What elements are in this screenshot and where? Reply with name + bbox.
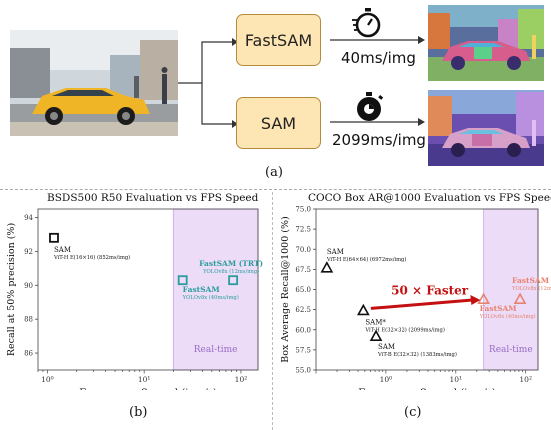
sam-box: SAM <box>236 97 321 149</box>
y-tick-label: 62.5 <box>295 306 311 314</box>
data-point-name: SAM <box>327 248 344 256</box>
data-point-name: SAM* <box>365 318 386 326</box>
y-tick-label: 75.0 <box>295 206 311 214</box>
x-tick-label: 10⁰ <box>41 375 54 384</box>
data-point-marker <box>228 275 239 286</box>
data-point-name: FastSAM (TRT) <box>512 276 551 285</box>
y-axis-label: Recall at 50% precision (%) <box>6 223 17 356</box>
y-tick-label: 72.5 <box>295 226 311 234</box>
y-tick-label: 57.5 <box>295 346 311 354</box>
data-point-detail: YOLOv8x (40ms/img) <box>479 313 536 320</box>
x-axis-label: Frames per Second (img/s) <box>358 388 496 390</box>
caption-a: (a) <box>265 165 283 180</box>
data-point-marker <box>513 292 527 304</box>
data-point-detail: ViT-H E(64×64) (6972ms/img) <box>326 256 407 263</box>
y-tick-label: 67.5 <box>295 266 311 274</box>
faster-arrow-head <box>470 294 481 305</box>
caption-b: (b) <box>129 405 148 420</box>
faster-arrow-shaft <box>370 298 473 310</box>
data-point-detail: ViT-H E(16×16) (852ms/img) <box>53 254 130 261</box>
sam-label: SAM <box>260 113 297 133</box>
fastsam-label: FastSAM <box>244 30 313 50</box>
y-tick-label: 60.0 <box>295 326 311 334</box>
x-tick-label: 10¹ <box>450 375 463 384</box>
data-point-name: FastSAM <box>480 304 517 313</box>
data-point-marker <box>177 275 188 286</box>
x-tick-label: 10² <box>519 375 532 384</box>
sam-speed: 2099ms/img <box>332 131 426 149</box>
x-tick-label: 10² <box>235 375 248 384</box>
data-point-marker <box>357 303 370 316</box>
y-axis-label: Box Average Recall@1000 (%) <box>280 216 291 362</box>
chart-b: Real-time 86 88 90 92 94 10⁰ 10¹ 10² Frames per S… <box>6 208 263 390</box>
data-point-name: SAM <box>54 246 71 254</box>
fast-stopwatch-icon <box>352 8 381 38</box>
realtime-band <box>172 208 259 371</box>
y-tick-label: 65.0 <box>295 286 311 294</box>
y-tick-label: 92 <box>24 248 33 256</box>
section-divider <box>0 189 551 190</box>
fastsam-speed: 40ms/img <box>341 49 416 67</box>
realtime-label: Real-time <box>194 345 238 355</box>
data-point-detail: YOLOv8x (40ms/img) <box>182 294 239 301</box>
sam-segmentation-output <box>428 90 544 166</box>
chart-c-title: COCO Box AR@1000 Evaluation vs FPS Speed <box>308 192 551 204</box>
plot-frame <box>37 208 259 371</box>
flow-arrows <box>178 38 238 128</box>
x-tick-label: 10¹ <box>138 375 151 384</box>
data-point-marker <box>320 261 334 273</box>
y-tick-label: 55.0 <box>295 367 311 375</box>
fastsam-box: FastSAM <box>236 14 321 66</box>
y-tick-label: 86 <box>24 350 33 358</box>
y-tick-label: 94 <box>24 214 33 222</box>
data-point-detail: YOLOv8x (12ms/img) <box>202 268 259 275</box>
data-point-name: FastSAM (TRT) <box>199 259 263 268</box>
data-point-name: SAM <box>378 343 395 351</box>
y-tick-label: 88 <box>24 316 33 324</box>
data-point-detail: YOLOv8x (12ms/img) <box>511 285 551 292</box>
realtime-label: Real-time <box>489 345 533 355</box>
x-axis-label: Frames per Second (img/s) <box>79 388 217 390</box>
input-street-photo <box>10 30 178 136</box>
data-point-marker <box>369 329 383 341</box>
data-point-detail: ViT-H E(32×32) (2099ms/img) <box>364 326 445 333</box>
chart-b-title: BSDS500 R50 Evaluation vs FPS Speed <box>47 192 259 204</box>
y-tick-label: 70.0 <box>295 246 311 254</box>
data-point-marker <box>49 232 59 243</box>
data-point-detail: ViT-B E(32×32) (1383ms/img) <box>377 351 457 358</box>
y-tick-label: 90 <box>24 282 33 290</box>
data-point-marker <box>477 292 490 304</box>
caption-c: (c) <box>404 405 422 420</box>
data-point-name: FastSAM <box>183 285 220 294</box>
faster-annotation: 50 × Faster <box>391 283 469 297</box>
chart-c: Real-time 55.0 57.5 60.0 62.5 65.0 67.5 70.0 72.… <box>280 206 551 391</box>
fastsam-segmentation-output <box>428 5 544 81</box>
realtime-band <box>483 208 539 371</box>
panel-divider <box>272 192 273 430</box>
output-arrows <box>330 36 425 126</box>
slow-stopwatch-icon <box>357 92 384 121</box>
x-tick-label: 10⁰ <box>380 375 393 384</box>
